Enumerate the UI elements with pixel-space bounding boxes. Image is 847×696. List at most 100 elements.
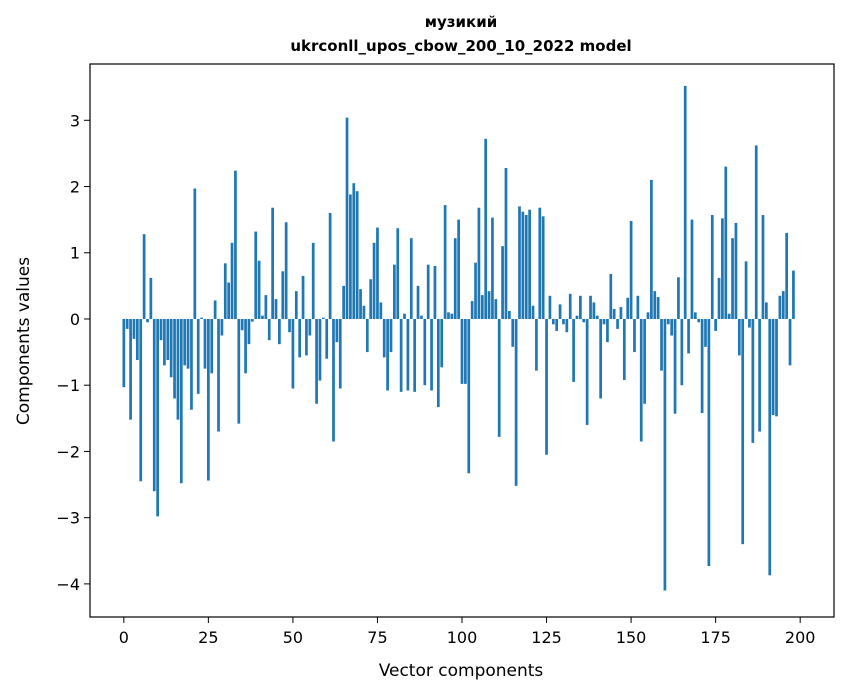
bar-22 (196, 318, 200, 394)
bar-39 (254, 231, 258, 319)
bar-57 (315, 318, 318, 404)
x-tick-label: 175 (700, 628, 731, 647)
bar-146 (616, 318, 619, 329)
bar-24 (203, 318, 207, 369)
bar-148 (622, 318, 626, 380)
bar-168 (690, 219, 694, 319)
bar-174 (710, 215, 714, 319)
bar-113 (504, 167, 508, 319)
bar-161 (666, 318, 670, 325)
bar-165 (680, 318, 684, 386)
bar-175 (714, 318, 717, 331)
bar-4 (135, 318, 139, 361)
bar-184 (744, 261, 748, 319)
bar-23 (200, 317, 203, 319)
bar-17 (179, 318, 183, 484)
bar-102 (467, 318, 471, 474)
bar-2 (129, 318, 132, 420)
bar-67 (349, 194, 352, 319)
bar-58 (318, 318, 322, 381)
bar-86 (413, 318, 417, 392)
bar-82 (399, 318, 403, 392)
bar-5 (139, 318, 143, 482)
bar-62 (332, 318, 335, 442)
bar-173 (707, 318, 711, 567)
bar-95 (443, 205, 447, 319)
bar-53 (301, 275, 305, 319)
bar-30 (223, 263, 227, 319)
bar-145 (612, 309, 616, 319)
bar-90 (426, 264, 430, 319)
bar-10 (156, 318, 159, 517)
bar-11 (159, 318, 163, 341)
y-tick-label: −4 (56, 575, 80, 594)
bar-25 (207, 318, 210, 481)
x-axis-ticks: 0 25 50 75 100 125 150 175 200 (119, 617, 815, 647)
bar-111 (497, 318, 501, 437)
bar-160 (663, 318, 667, 591)
bar-177 (721, 218, 724, 319)
bar-107 (484, 138, 488, 319)
bar-140 (595, 315, 599, 319)
bar-197 (788, 318, 792, 366)
bar-32 (230, 242, 234, 319)
bar-21 (193, 188, 197, 319)
bar-185 (748, 318, 751, 328)
bar-188 (758, 318, 761, 432)
bar-132 (568, 293, 572, 319)
bar-127 (551, 318, 555, 325)
y-axis-label: Components values (14, 257, 34, 425)
bar-137 (585, 318, 589, 425)
bar-55 (308, 318, 312, 336)
bars-group (122, 85, 795, 591)
bar-104 (474, 262, 477, 319)
bar-129 (558, 304, 562, 319)
bar-116 (514, 318, 518, 486)
bar-7 (146, 318, 149, 323)
bar-6 (142, 234, 146, 319)
bar-8 (149, 277, 153, 319)
bar-35 (240, 318, 244, 331)
bar-163 (673, 318, 677, 414)
bar-84 (406, 318, 410, 391)
bar-117 (518, 206, 521, 319)
bar-16 (176, 318, 180, 420)
bar-158 (656, 297, 660, 319)
chart-title: музикий (425, 13, 497, 31)
bar-108 (487, 291, 491, 319)
bar-42 (264, 295, 268, 319)
bar-149 (626, 297, 630, 319)
bar-71 (362, 305, 366, 319)
bar-179 (727, 313, 731, 319)
bar-56 (311, 242, 315, 319)
bar-151 (633, 318, 636, 353)
bar-139 (592, 302, 596, 319)
bar-103 (470, 301, 474, 319)
bar-152 (636, 295, 640, 319)
bar-45 (274, 299, 278, 319)
bar-47 (281, 271, 285, 319)
bar-114 (507, 311, 511, 319)
bar-80 (393, 264, 396, 319)
bar-130 (562, 318, 565, 325)
bar-124 (541, 216, 545, 319)
x-tick-label: 50 (283, 628, 303, 647)
bar-88 (420, 315, 423, 319)
bar-73 (369, 279, 373, 319)
bar-131 (565, 318, 569, 333)
bar-169 (693, 312, 697, 319)
bar-138 (589, 295, 592, 319)
y-tick-label: −3 (56, 509, 80, 528)
bar-164 (677, 277, 680, 319)
bar-46 (278, 318, 281, 345)
bar-157 (653, 291, 657, 319)
bar-59 (321, 317, 325, 319)
bar-135 (579, 295, 582, 319)
bar-144 (609, 273, 613, 319)
bar-49 (288, 318, 291, 333)
bar-167 (687, 318, 690, 354)
bar-112 (501, 246, 504, 319)
bar-106 (480, 295, 484, 319)
bar-154 (643, 318, 646, 404)
